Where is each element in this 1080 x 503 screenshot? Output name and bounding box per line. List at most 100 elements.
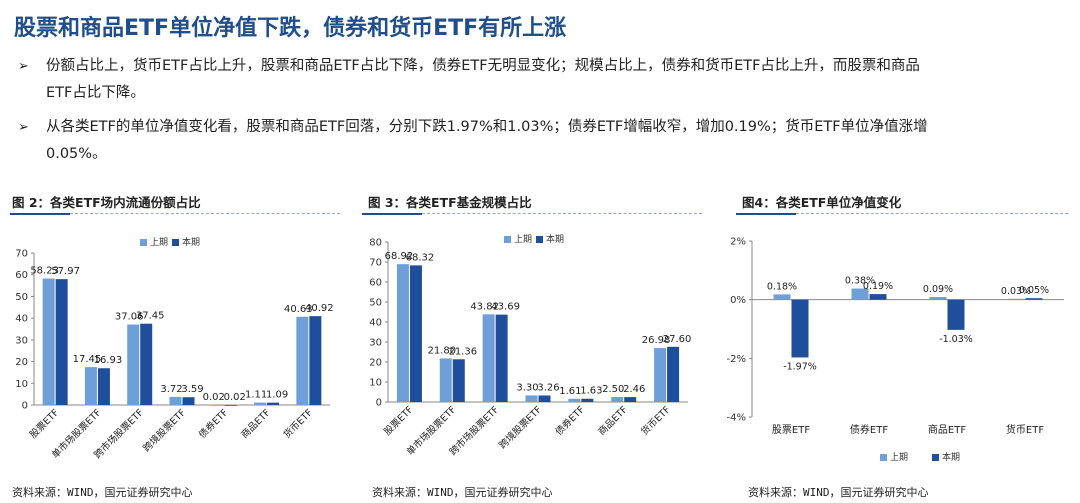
data-label: 58.23	[30, 266, 59, 277]
y-tick-label: 20	[15, 357, 28, 368]
data-label: 0.03%	[1001, 286, 1031, 297]
bar-prev	[482, 314, 495, 402]
y-tick-label: 70	[369, 258, 382, 269]
data-label: 37.45	[136, 311, 165, 322]
x-tick-label: 股票ETF	[382, 404, 415, 437]
y-tick-label: 0%	[730, 295, 746, 306]
data-label: 1.11	[245, 390, 267, 401]
data-label: 26.98	[642, 335, 671, 346]
data-label: 27.60	[663, 334, 692, 345]
x-tick-label: 跨境股票ETF	[497, 404, 545, 452]
bullet-line: 份额占比上，货币ETF占比上升，股票和商品ETF占比下降，债券ETF无明显变化；…	[46, 58, 920, 74]
bar-curr	[452, 359, 465, 402]
figure-3-source: 资料来源：WIND，国元证券研究中心	[372, 486, 553, 499]
data-label: 37.06	[115, 312, 144, 323]
y-tick-label: 80	[369, 238, 382, 249]
y-tick-label: -4%	[727, 413, 746, 424]
data-label: 0.19%	[863, 281, 893, 292]
data-label: 21.80	[427, 345, 456, 356]
data-label: 3.30	[516, 382, 538, 393]
data-label: 21.36	[448, 346, 477, 357]
bar-prev	[396, 264, 409, 402]
bar-prev	[851, 288, 869, 300]
y-tick-label: 40	[369, 318, 382, 329]
bar-curr	[267, 402, 280, 405]
bar-prev	[929, 297, 947, 300]
figure-2-title: 图 2：各类ETF场内流通份额占比	[12, 195, 201, 210]
bullet-line: 从各类ETF的单位净值变化看，股票和商品ETF回落，分别下跌1.97%和1.03…	[46, 119, 928, 135]
figure-2-title-rule-dashed	[70, 213, 340, 214]
data-label: 0.02	[203, 392, 225, 403]
y-tick-label: 40	[15, 314, 28, 325]
legend-label: 上期	[150, 237, 168, 248]
figure-4-title-rule-dashed	[796, 213, 1068, 214]
bar-prev	[525, 395, 538, 402]
bar-curr	[538, 395, 551, 402]
y-tick-label: 10	[15, 379, 28, 390]
bar-prev	[254, 402, 267, 405]
legend-swatch	[172, 239, 179, 246]
y-tick-label: -2%	[727, 354, 746, 365]
x-tick-label: 商品ETF	[596, 404, 630, 438]
data-label: 2.50	[602, 384, 624, 395]
legend-label: 本期	[942, 451, 960, 463]
bar-prev	[654, 348, 667, 402]
figure-2-source: 资料来源：WIND，国元证券研究中心	[12, 486, 193, 499]
bar-curr	[55, 279, 68, 405]
data-label: 43.82	[470, 301, 499, 312]
bar-curr	[309, 316, 322, 405]
bar-curr	[140, 323, 153, 405]
legend-label: 本期	[182, 236, 200, 248]
figure-4-title: 图4：各类ETF单位净值变化	[742, 195, 902, 210]
data-label: 0.09%	[923, 284, 953, 295]
bar-prev	[211, 404, 224, 406]
bar-curr	[947, 299, 965, 330]
bar-curr	[1025, 298, 1043, 300]
x-tick-label: 股票ETF	[28, 407, 61, 440]
bar-prev	[439, 358, 452, 402]
bar-prev	[169, 396, 182, 405]
data-label: 3.26	[537, 382, 559, 393]
data-label: 68.92	[385, 251, 414, 262]
bullet-line: ETF占比下降。	[46, 85, 145, 101]
bar-curr	[791, 299, 809, 358]
figure-3-title-rule-dashed	[422, 213, 702, 214]
y-tick-label: 60	[15, 270, 28, 281]
bar-curr	[495, 314, 508, 402]
legend-swatch	[504, 236, 511, 243]
bullet-point-2: ➢ 从各类ETF的单位净值变化看，股票和商品ETF回落，分别下跌1.97%和1.…	[14, 114, 1064, 168]
page-title: 股票和商品ETF单位净值下跌，债券和货币ETF有所上涨	[14, 16, 567, 41]
x-tick-label: 债券ETF	[553, 404, 587, 438]
y-tick-label: 0	[22, 401, 28, 412]
bar-curr	[182, 397, 195, 405]
x-tick-label: 债券ETF	[196, 407, 230, 441]
bar-curr	[869, 294, 887, 300]
data-label: 68.32	[406, 252, 435, 263]
bar-prev	[127, 324, 140, 405]
y-tick-label: 50	[369, 298, 382, 309]
data-label: 0.18%	[767, 281, 797, 292]
x-tick-label: 商品ETF	[239, 407, 273, 441]
x-tick-label: 货币ETF	[1006, 423, 1044, 436]
legend-swatch	[880, 454, 887, 461]
arrow-bullet-icon: ➢	[18, 59, 29, 74]
legend-label: 上期	[514, 234, 532, 245]
bar-prev	[42, 278, 55, 405]
figure-3-title-rule	[362, 213, 422, 215]
x-tick-label: 货币ETF	[639, 404, 673, 438]
data-label: 57.97	[51, 266, 80, 277]
data-label: -1.97%	[783, 361, 817, 372]
data-label: 1.63	[580, 386, 602, 397]
arrow-bullet-icon: ➢	[18, 120, 29, 135]
bar-prev	[1007, 298, 1025, 300]
legend-swatch	[932, 454, 939, 461]
data-label: 0.02	[224, 392, 246, 403]
bullet-point-1: ➢ 份额占比上，货币ETF占比上升，股票和商品ETF占比下降，债券ETF无明显变…	[14, 53, 1064, 107]
data-label: 1.61	[559, 386, 581, 397]
bar-curr	[667, 346, 680, 402]
data-label: 2.46	[623, 384, 645, 395]
data-label: 17.45	[73, 354, 102, 365]
figure-3-title: 图 3：各类ETF基金规模占比	[368, 195, 532, 210]
